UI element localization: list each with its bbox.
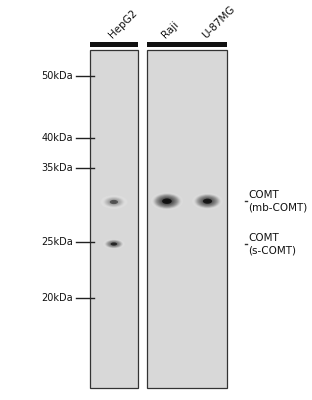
Text: 40kDa: 40kDa — [41, 133, 73, 143]
Ellipse shape — [157, 196, 177, 206]
Ellipse shape — [109, 242, 119, 246]
Ellipse shape — [101, 195, 127, 209]
Ellipse shape — [112, 201, 115, 203]
Ellipse shape — [106, 198, 121, 206]
Ellipse shape — [206, 200, 209, 202]
Ellipse shape — [195, 194, 220, 208]
Text: Raji: Raji — [160, 19, 181, 40]
Ellipse shape — [111, 243, 116, 245]
Ellipse shape — [198, 196, 217, 206]
Text: 35kDa: 35kDa — [41, 163, 73, 173]
Ellipse shape — [158, 196, 176, 206]
Ellipse shape — [203, 199, 212, 204]
Ellipse shape — [156, 195, 178, 207]
Ellipse shape — [204, 199, 211, 203]
Ellipse shape — [110, 200, 118, 204]
Ellipse shape — [112, 243, 116, 245]
Ellipse shape — [113, 243, 115, 245]
Ellipse shape — [100, 195, 128, 209]
Text: COMT
(s-COMT): COMT (s-COMT) — [248, 233, 296, 255]
Ellipse shape — [200, 197, 215, 205]
Ellipse shape — [161, 198, 173, 204]
Ellipse shape — [160, 198, 173, 205]
Ellipse shape — [197, 195, 218, 207]
Ellipse shape — [105, 240, 123, 248]
Ellipse shape — [111, 242, 117, 246]
Ellipse shape — [153, 193, 181, 209]
Ellipse shape — [151, 192, 183, 210]
Ellipse shape — [103, 239, 125, 249]
Ellipse shape — [103, 196, 124, 208]
Ellipse shape — [110, 242, 117, 246]
Ellipse shape — [205, 200, 210, 203]
Text: COMT
(mb-COMT): COMT (mb-COMT) — [248, 190, 307, 212]
Ellipse shape — [104, 239, 124, 249]
Ellipse shape — [101, 196, 126, 208]
Ellipse shape — [108, 199, 119, 205]
Ellipse shape — [111, 201, 116, 203]
Ellipse shape — [165, 200, 169, 202]
Ellipse shape — [108, 241, 120, 247]
Ellipse shape — [192, 193, 223, 210]
Text: 25kDa: 25kDa — [41, 237, 73, 247]
Ellipse shape — [105, 240, 122, 248]
Ellipse shape — [107, 199, 120, 205]
Ellipse shape — [202, 198, 213, 204]
Ellipse shape — [199, 197, 216, 206]
Ellipse shape — [104, 239, 124, 249]
Bar — [148, 42, 227, 47]
Ellipse shape — [110, 242, 118, 246]
Bar — [90, 42, 138, 47]
Ellipse shape — [105, 197, 123, 207]
Ellipse shape — [162, 198, 172, 204]
Ellipse shape — [162, 198, 172, 204]
Ellipse shape — [107, 241, 120, 247]
Ellipse shape — [110, 200, 117, 204]
Ellipse shape — [107, 240, 121, 248]
Text: U-87MG: U-87MG — [200, 4, 237, 40]
Ellipse shape — [159, 197, 174, 206]
Ellipse shape — [106, 240, 122, 248]
Ellipse shape — [193, 193, 222, 209]
Ellipse shape — [197, 196, 217, 207]
Ellipse shape — [109, 200, 119, 204]
Ellipse shape — [155, 195, 178, 208]
Ellipse shape — [106, 198, 122, 206]
Ellipse shape — [104, 197, 124, 207]
Ellipse shape — [194, 194, 221, 209]
FancyBboxPatch shape — [90, 50, 138, 388]
Ellipse shape — [203, 199, 212, 204]
Ellipse shape — [102, 196, 125, 208]
Ellipse shape — [154, 194, 179, 208]
Ellipse shape — [154, 194, 180, 209]
Ellipse shape — [163, 199, 171, 203]
Text: 50kDa: 50kDa — [41, 71, 73, 81]
Text: 20kDa: 20kDa — [41, 293, 73, 303]
Ellipse shape — [110, 200, 118, 204]
Ellipse shape — [164, 200, 170, 203]
FancyBboxPatch shape — [148, 50, 227, 388]
Text: HepG2: HepG2 — [107, 8, 139, 40]
Ellipse shape — [196, 195, 219, 208]
Ellipse shape — [201, 198, 214, 205]
Ellipse shape — [152, 193, 182, 210]
Ellipse shape — [207, 201, 208, 202]
Ellipse shape — [166, 201, 168, 202]
Ellipse shape — [109, 242, 119, 246]
